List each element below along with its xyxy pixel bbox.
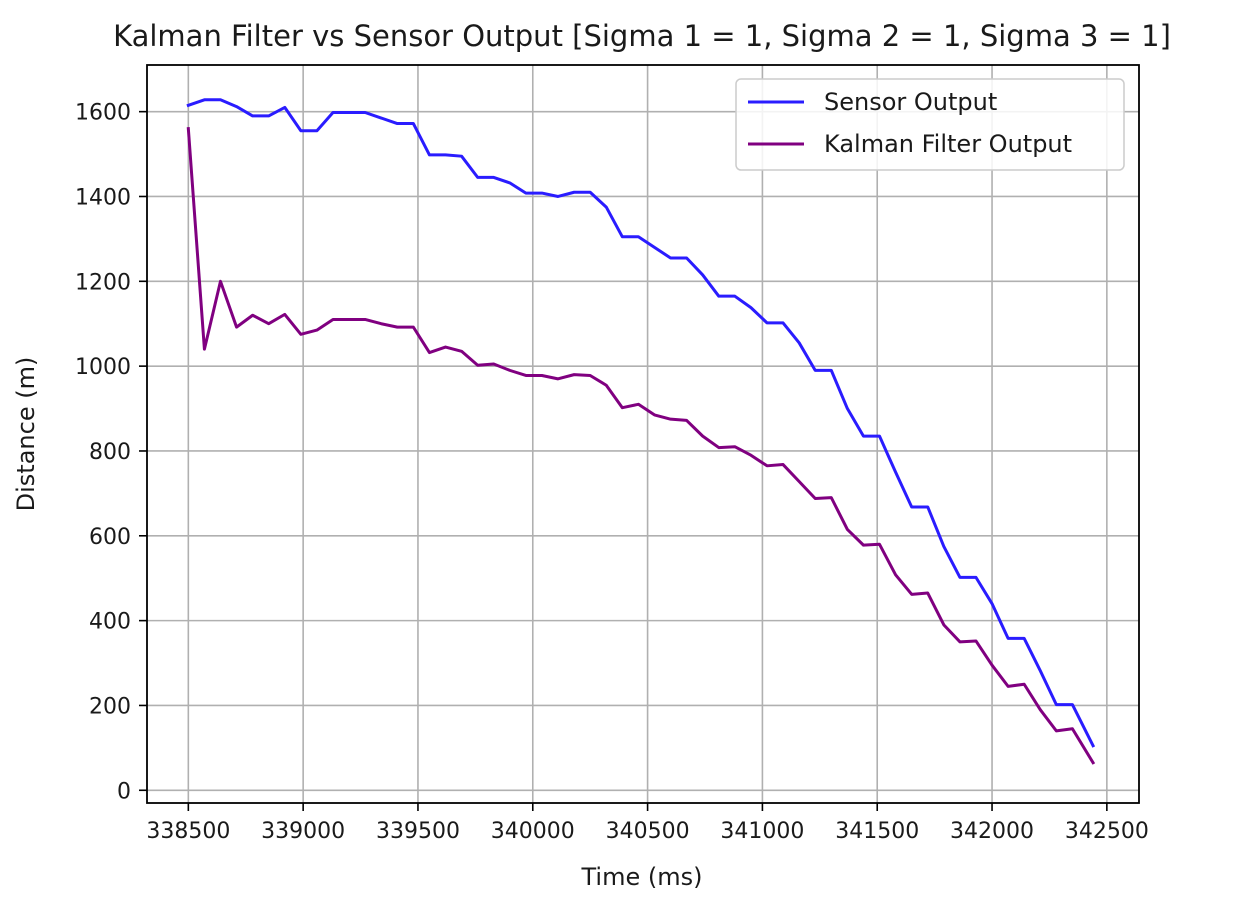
y-tick-label: 1400 bbox=[75, 185, 131, 210]
x-tick-label: 338500 bbox=[146, 819, 230, 844]
sensor-output-line bbox=[186, 98, 1096, 748]
series-layer bbox=[186, 98, 1096, 765]
legend-label-sensor: Sensor Output bbox=[824, 88, 997, 116]
x-tick-label: 342500 bbox=[1065, 819, 1149, 844]
y-tick-label: 1200 bbox=[75, 270, 131, 295]
y-tick-label: 0 bbox=[117, 779, 131, 804]
kalman-filter-output-line bbox=[186, 127, 1096, 765]
x-tick-label: 340000 bbox=[491, 819, 575, 844]
y-tick-label: 800 bbox=[89, 440, 131, 465]
x-tick-label: 342000 bbox=[950, 819, 1034, 844]
legend-box bbox=[735, 78, 1125, 171]
y-axis-label: Distance (m) bbox=[12, 357, 40, 512]
x-tick-label: 341000 bbox=[720, 819, 804, 844]
y-tick-label: 1000 bbox=[75, 355, 131, 380]
x-tick-label: 339000 bbox=[261, 819, 345, 844]
y-tick-label: 200 bbox=[89, 694, 131, 719]
x-axis-label: Time (ms) bbox=[581, 863, 703, 891]
legend: Sensor Output Kalman Filter Output bbox=[735, 78, 1125, 171]
chart-title: Kalman Filter vs Sensor Output [Sigma 1 … bbox=[113, 19, 1171, 53]
grid bbox=[147, 65, 1139, 803]
y-tick-label: 400 bbox=[89, 610, 131, 635]
y-tick-label: 1600 bbox=[75, 101, 131, 126]
x-tick-label: 340500 bbox=[606, 819, 690, 844]
plot-area bbox=[146, 64, 1140, 804]
ticks: 338500 339000 339500 340000 340500 341000 3415… bbox=[75, 101, 1149, 844]
x-tick-label: 339500 bbox=[376, 819, 460, 844]
legend-label-kalman: Kalman Filter Output bbox=[824, 130, 1072, 158]
x-tick-label: 341500 bbox=[835, 819, 919, 844]
y-tick-label: 600 bbox=[89, 525, 131, 550]
